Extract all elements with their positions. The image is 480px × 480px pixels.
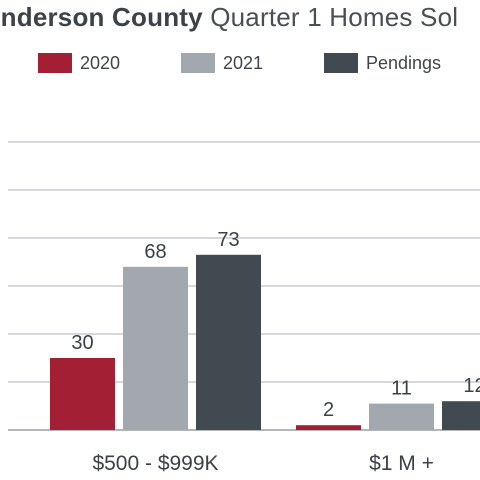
- chart-title-rest: Quarter 1 Homes Sol: [202, 2, 459, 32]
- legend-swatch-pendings: [324, 53, 358, 73]
- bar: [369, 403, 434, 430]
- bar: [442, 401, 480, 430]
- legend-item-2021: 2021: [181, 48, 263, 78]
- legend-label-2020: 2020: [80, 52, 121, 73]
- bar: [296, 425, 361, 430]
- legend-swatch-2021: [181, 53, 215, 73]
- legend-label-pendings: Pendings: [366, 52, 442, 73]
- category-label: $1 M +: [369, 452, 434, 475]
- bar-value-label: 68: [144, 241, 166, 263]
- chart-title-bold: enderson County: [0, 2, 203, 32]
- bar-value-label: 73: [217, 229, 239, 251]
- bar-value-label: 12: [463, 375, 480, 397]
- legend-item-pendings: Pendings: [324, 48, 441, 78]
- legend-label-2021: 2021: [223, 52, 264, 73]
- chart-title: enderson County Quarter 1 Homes Sol: [0, 0, 458, 34]
- bar-value-label: 30: [71, 332, 93, 354]
- bar: [50, 358, 115, 430]
- bar-value-label: 11: [391, 378, 412, 400]
- bar-value-label: 2: [323, 399, 334, 421]
- category-label: $500 - $999K: [92, 452, 218, 475]
- legend-swatch-2020: [38, 53, 72, 73]
- bar: [196, 254, 261, 430]
- bar: [123, 266, 188, 430]
- legend: 2020 2021 Pendings: [0, 48, 480, 78]
- legend-item-2020: 2020: [38, 48, 120, 78]
